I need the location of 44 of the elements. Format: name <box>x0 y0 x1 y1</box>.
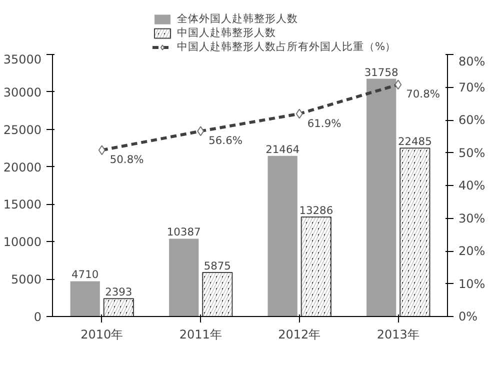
x-tick-label: 2010年 <box>80 328 124 342</box>
data-label: 70.8% <box>406 88 440 101</box>
x-tick-label: 2013年 <box>376 328 420 342</box>
bar <box>366 78 396 316</box>
y-tick-label: 0 <box>34 310 42 324</box>
y2-tick-label: 80% <box>458 54 486 68</box>
y-tick-label: 35000 <box>3 52 42 66</box>
data-label: 31758 <box>364 66 399 79</box>
point <box>394 80 402 90</box>
data-label: 2393 <box>105 286 132 299</box>
y2-tick-label: 20% <box>458 244 486 258</box>
legend-label: 中国人赴韩整形人数 <box>177 26 276 40</box>
y2-tick-label: 0% <box>458 310 478 324</box>
y-tick-label: 20000 <box>3 160 42 174</box>
data-label: 22485 <box>398 135 432 148</box>
legend-label: 全体外国人赴韩整形人数 <box>177 12 298 26</box>
y2-tick-label: 40% <box>458 178 486 192</box>
y2-tick-label: 70% <box>458 80 486 94</box>
data-label: 10387 <box>166 226 201 239</box>
legend-label: 中国人赴韩整形人数占所有外国人比重（%） <box>177 40 396 54</box>
bar <box>169 238 199 316</box>
bar <box>70 281 100 316</box>
bar <box>268 156 298 316</box>
data-label: 50.8% <box>110 153 144 166</box>
point <box>296 108 303 119</box>
data-label: 21464 <box>266 142 300 156</box>
y-tick-label: 10000 <box>3 235 42 250</box>
data-label: 4710 <box>72 268 99 282</box>
data-label: 56.6% <box>208 134 242 148</box>
point <box>98 145 106 156</box>
data-label: 13286 <box>299 204 334 218</box>
point <box>197 126 204 136</box>
x-tick-label: 2012年 <box>278 328 321 342</box>
y2-tick-label: 10% <box>458 276 486 291</box>
y-tick-label: 5000 <box>10 272 42 287</box>
x-tick-label: 2011年 <box>179 328 222 342</box>
data-label: 5875 <box>204 260 231 273</box>
y2-tick-label: 60% <box>458 113 486 127</box>
y-tick-label: 25000 <box>3 122 42 137</box>
y-tick-label: 15000 <box>3 198 42 212</box>
y2-tick-label: 50% <box>458 146 486 160</box>
data-label: 61.9% <box>307 116 342 130</box>
y2-tick-label: 30% <box>458 211 486 226</box>
y-tick-label: 30000 <box>3 85 42 100</box>
